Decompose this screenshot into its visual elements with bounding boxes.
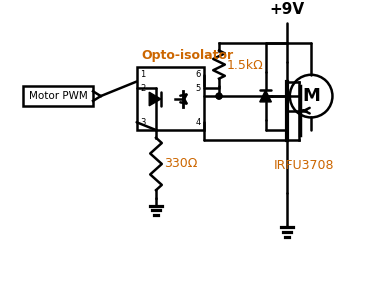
Circle shape: [216, 93, 222, 99]
Text: M: M: [302, 87, 320, 105]
Text: +9V: +9V: [269, 2, 305, 17]
Text: Opto-isolator: Opto-isolator: [141, 49, 233, 62]
Text: 330Ω: 330Ω: [164, 157, 197, 171]
Text: 2: 2: [141, 84, 146, 93]
Text: 6: 6: [195, 70, 201, 79]
Polygon shape: [260, 90, 271, 102]
Text: 1: 1: [141, 70, 146, 79]
Bar: [136, 67, 205, 130]
Text: Motor PWM: Motor PWM: [29, 91, 88, 101]
Circle shape: [216, 93, 222, 99]
Text: 4: 4: [196, 118, 201, 127]
Polygon shape: [149, 92, 161, 106]
Text: 1.5kΩ: 1.5kΩ: [227, 59, 264, 72]
Text: IRFU3708: IRFU3708: [274, 159, 335, 172]
Text: 5: 5: [196, 84, 201, 93]
Text: 3: 3: [141, 118, 146, 127]
